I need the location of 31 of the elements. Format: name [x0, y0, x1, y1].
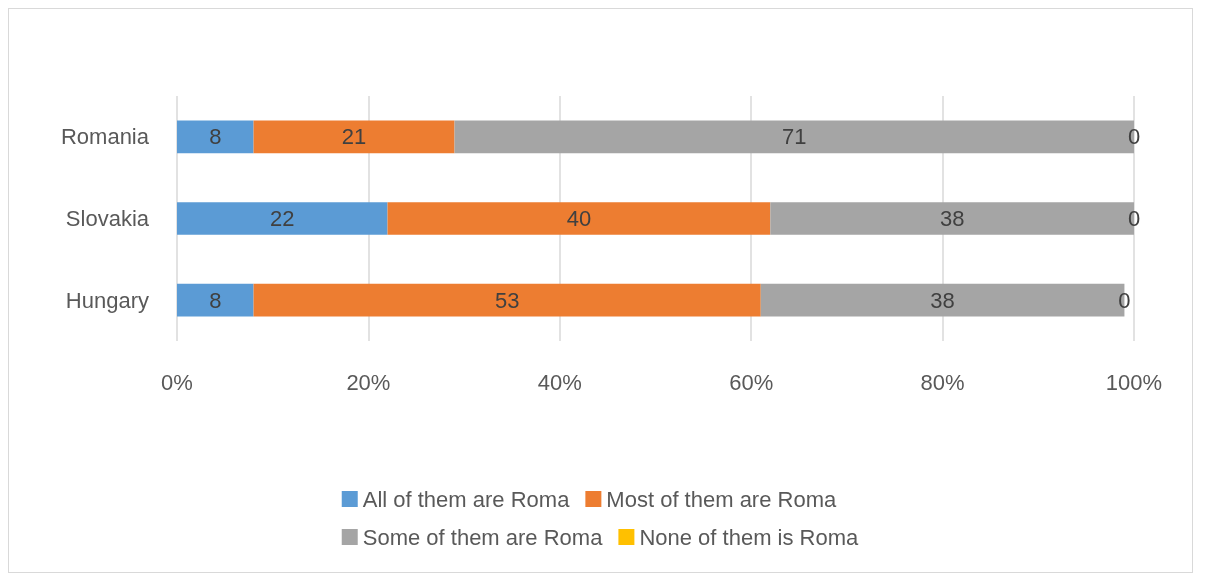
- data-label: 21: [341, 124, 367, 150]
- data-label: 22: [270, 206, 295, 231]
- x-tick-label: 100%: [1105, 369, 1163, 395]
- bar: [177, 202, 388, 235]
- data-label: 38: [939, 206, 965, 231]
- legend-label: All of them are Roma: [362, 486, 571, 512]
- data-label: 38: [930, 287, 955, 313]
- legend-label: Some of them are Roma: [362, 524, 604, 550]
- y-tick-label: Romania: [60, 124, 150, 150]
- x-tick-label: 0%: [161, 369, 193, 395]
- data-label: 0: [1127, 206, 1141, 231]
- data-label: 0: [1127, 124, 1141, 150]
- legend-label: None of them is Roma: [639, 524, 860, 550]
- bar: [177, 120, 254, 154]
- data-label: 0: [1118, 287, 1131, 313]
- y-tick-label: Hungary: [65, 287, 149, 313]
- bar: [387, 202, 771, 235]
- data-label: 53: [494, 287, 520, 313]
- bar: [253, 120, 455, 154]
- y-tick-label: Slovakia: [65, 206, 150, 231]
- data-label: 8: [209, 287, 222, 313]
- legend-label: Most of them are Roma: [606, 486, 837, 512]
- x-tick-label: 60%: [729, 369, 774, 395]
- x-tick-label: 40%: [537, 369, 582, 395]
- x-tick-label: 20%: [346, 369, 391, 395]
- data-label: 8: [209, 124, 222, 150]
- data-label: 71: [782, 124, 807, 150]
- data-label: 40: [566, 206, 592, 231]
- x-tick-label: 80%: [920, 369, 965, 395]
- bar: [177, 283, 254, 317]
- bar: [253, 283, 761, 317]
